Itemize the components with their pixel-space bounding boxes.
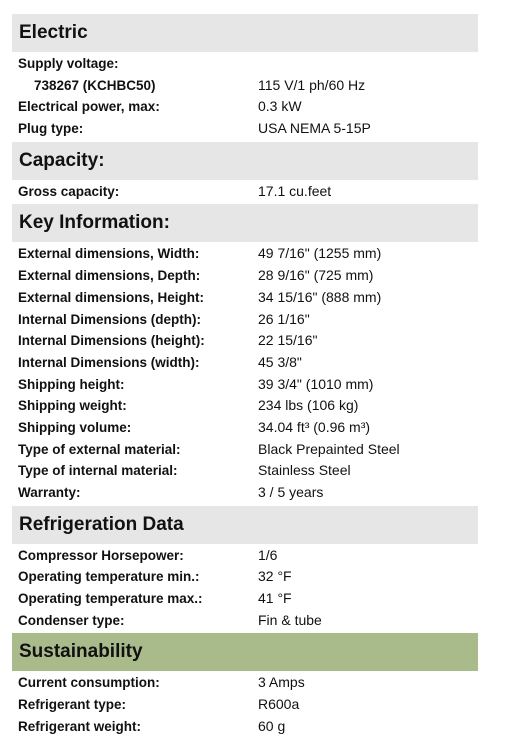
spec-value: 28 9/16" (725 mm) xyxy=(258,267,374,284)
spec-row: Supply voltage: xyxy=(0,53,515,75)
spec-value: 234 lbs (106 kg) xyxy=(258,397,359,414)
spec-row: Warranty: 3 / 5 years xyxy=(0,482,515,504)
spec-row: Shipping height: 39 3/4" (1010 mm) xyxy=(0,374,515,396)
spec-value: 115 V/1 ph/60 Hz xyxy=(258,76,366,93)
spec-value: Black Prepainted Steel xyxy=(258,440,400,457)
spec-row: Internal Dimensions (width): 45 3/8" xyxy=(0,352,515,374)
spec-row: Plug type: USA NEMA 5-15P xyxy=(0,118,515,140)
spec-label: Refrigerant weight: xyxy=(18,718,142,734)
spec-value: 3 / 5 years xyxy=(258,484,324,500)
spec-label: External dimensions, Width: xyxy=(18,246,200,262)
spec-label: Shipping height: xyxy=(18,376,125,392)
section-header: Key Information: xyxy=(12,204,478,243)
spec-value: Stainless Steel xyxy=(258,462,351,479)
spec-label: Internal Dimensions (depth): xyxy=(18,311,202,327)
spec-label: Gross capacity: xyxy=(18,183,120,199)
spec-sheet: Electric Supply voltage: 738267 (KCHBC50) 1… xyxy=(0,14,515,738)
spec-value: 49 7/16" (1255 mm) xyxy=(258,245,382,262)
spec-label: Condenser type: xyxy=(18,612,125,628)
spec-row: Type of external material: Black Prepaint… xyxy=(0,439,515,461)
spec-value: 41 °F xyxy=(258,590,292,607)
spec-row: Shipping volume: 34.04 ft³ (0.96 m³) xyxy=(0,417,515,439)
spec-value: Fin & tube xyxy=(258,611,322,628)
spec-label: Internal Dimensions (height): xyxy=(18,333,205,349)
spec-label: 738267 (KCHBC50) xyxy=(34,77,156,93)
spec-row: Internal Dimensions (depth): 26 1/16" xyxy=(0,309,515,331)
spec-label: Internal Dimensions (width): xyxy=(18,354,200,370)
spec-row: External dimensions, Height: 34 15/16" (8… xyxy=(0,287,515,309)
spec-row: Current consumption: 3 Amps xyxy=(0,672,515,694)
spec-value: 45 3/8" xyxy=(258,353,302,370)
spec-row: Shipping weight: 234 lbs (106 kg) xyxy=(0,395,515,417)
spec-value: 34.04 ft³ (0.96 m³) xyxy=(258,418,371,435)
spec-value: 39 3/4" (1010 mm) xyxy=(258,375,374,392)
spec-value: 1/6 xyxy=(258,546,278,563)
spec-row: Electrical power, max: 0.3 kW xyxy=(0,96,515,118)
section-header: Refrigeration Data xyxy=(12,505,478,544)
spec-row: External dimensions, Depth: 28 9/16" (725… xyxy=(0,265,515,287)
spec-row: Condenser type: Fin & tube xyxy=(0,610,515,632)
spec-label: Shipping weight: xyxy=(18,398,127,414)
spec-row: Refrigerant type: R600a xyxy=(0,694,515,716)
spec-row: Internal Dimensions (height): 22 15/16" xyxy=(0,330,515,352)
spec-value: 3 Amps xyxy=(258,674,305,691)
spec-row: Compressor Horsepower: 1/6 xyxy=(0,545,515,567)
spec-label: Shipping volume: xyxy=(18,419,132,435)
spec-label: Warranty: xyxy=(18,485,81,500)
spec-value: 22 15/16" xyxy=(258,332,318,349)
spec-value: R600a xyxy=(258,696,300,713)
spec-value: 17.1 cu.feet xyxy=(258,182,332,199)
spec-label: Operating temperature min.: xyxy=(18,569,200,585)
spec-label: Refrigerant type: xyxy=(18,697,127,713)
spec-label: Supply voltage: xyxy=(18,56,119,71)
spec-label: Plug type: xyxy=(18,121,84,137)
spec-row: 738267 (KCHBC50) 115 V/1 ph/60 Hz xyxy=(0,75,515,97)
spec-row: Operating temperature max.: 41 °F xyxy=(0,588,515,610)
spec-row: External dimensions, Width: 49 7/16" (125… xyxy=(0,243,515,265)
spec-label: Compressor Horsepower: xyxy=(18,547,184,563)
spec-row: Operating temperature min.: 32 °F xyxy=(0,566,515,588)
spec-value: 60 g xyxy=(258,717,286,734)
section-header: Capacity: xyxy=(12,141,478,180)
spec-row: Refrigerant weight: 60 g xyxy=(0,716,515,738)
spec-value: 0.3 kW xyxy=(258,98,302,115)
section-header: Sustainability xyxy=(12,633,478,672)
spec-label: Current consumption: xyxy=(18,675,160,691)
spec-label: Electrical power, max: xyxy=(18,99,160,115)
spec-label: Type of external material: xyxy=(18,441,181,457)
spec-label: External dimensions, Height: xyxy=(18,289,205,305)
spec-row: Gross capacity: 17.1 cu.feet xyxy=(0,181,515,203)
spec-value: 34 15/16" (888 mm) xyxy=(258,288,382,305)
spec-label: External dimensions, Depth: xyxy=(18,268,201,284)
section-header: Electric xyxy=(12,14,478,52)
spec-label: Type of internal material: xyxy=(18,463,178,479)
spec-row: Type of internal material: Stainless Stee… xyxy=(0,460,515,482)
spec-value: USA NEMA 5-15P xyxy=(258,120,371,137)
spec-label: Operating temperature max.: xyxy=(18,591,203,607)
spec-value: 26 1/16" xyxy=(258,310,310,327)
spec-value: 32 °F xyxy=(258,568,292,585)
